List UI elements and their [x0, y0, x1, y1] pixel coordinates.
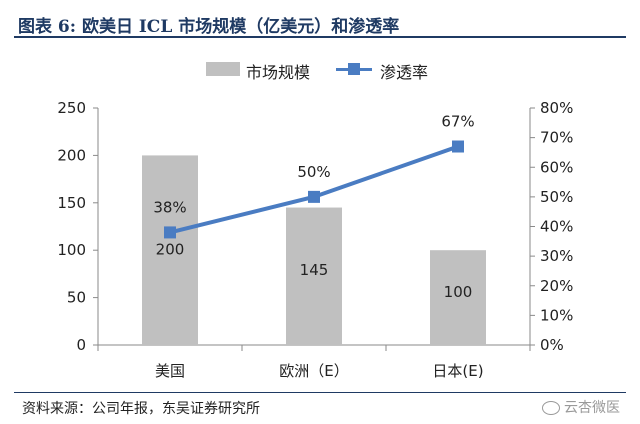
chart-plot: 0 50 100 150 200 250 0% 10% 20% 30% 40% 50% 60% 70% 80…: [57, 99, 573, 380]
y-right-tick-label: 70%: [540, 129, 573, 147]
y-right-tick-label: 60%: [540, 158, 573, 176]
legend-label-penetration: 渗透率: [380, 63, 429, 82]
watermark-text: 云杏微医: [564, 400, 620, 416]
penetration-marker-2: [308, 190, 320, 203]
wechat-icon: [542, 401, 560, 415]
title-divider: [14, 36, 626, 38]
bar-value-label: 100: [444, 283, 473, 301]
legend-marker-swatch: [348, 63, 360, 75]
y-right-tick-label: 20%: [540, 277, 573, 295]
penetration-marker-3: [452, 140, 464, 153]
y-left-tick-label: 0: [76, 336, 86, 354]
source-divider: [14, 392, 626, 393]
y-right-tick-label: 40%: [540, 218, 573, 236]
watermark: 云杏微医: [542, 397, 620, 417]
y-right-tick-label: 0%: [540, 336, 564, 354]
bar-1: [142, 155, 198, 345]
legend-label-market-size: 市场规模: [246, 63, 311, 82]
bar-value-label: 145: [300, 261, 329, 279]
x-category-label: 欧洲（E）: [279, 362, 348, 380]
y-left-tick-label: 50: [67, 289, 86, 307]
y-left-tick-label: 200: [57, 146, 86, 164]
source-note: 资料来源：公司年报，东吴证券研究所: [22, 401, 260, 417]
y-right-tick-label: 80%: [540, 99, 573, 117]
y-right-tick-label: 50%: [540, 188, 573, 206]
penetration-marker-1: [164, 226, 176, 239]
legend-bar-swatch: [206, 62, 240, 76]
y-right-tick-label: 10%: [540, 306, 573, 324]
penetration-value-label: 50%: [297, 163, 330, 181]
bar-3: [430, 250, 486, 345]
y-left-tick-label: 250: [57, 99, 86, 117]
bar-2: [286, 207, 342, 345]
y-left-tick-label: 100: [57, 241, 86, 259]
penetration-value-label: 38%: [153, 198, 186, 216]
title-bar: 图表 6: 欧美日 ICL 市场规模（亿美元）和渗透率: [14, 6, 626, 38]
bar-value-label: 200: [156, 240, 185, 258]
x-category-label: 美国: [155, 362, 185, 380]
penetration-value-label: 67%: [441, 113, 474, 131]
x-category-label: 日本(E): [432, 362, 483, 380]
chart-title: 图表 6: 欧美日 ICL 市场规模（亿美元）和渗透率: [18, 17, 400, 37]
y-left-tick-label: 150: [57, 194, 86, 212]
y-right-tick-label: 30%: [540, 247, 573, 265]
